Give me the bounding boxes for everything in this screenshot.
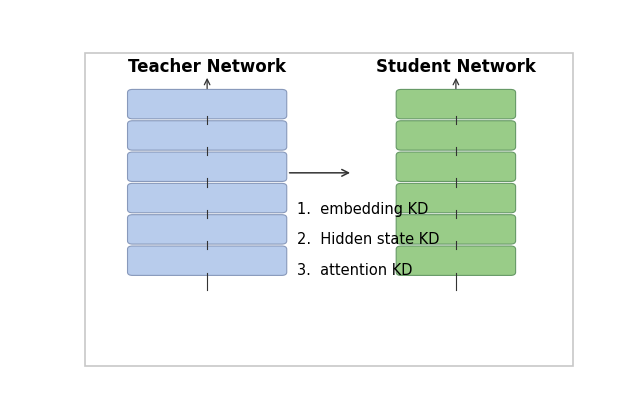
FancyBboxPatch shape (85, 53, 573, 366)
FancyBboxPatch shape (128, 183, 287, 213)
Text: 1.  embedding KD: 1. embedding KD (297, 202, 428, 217)
FancyBboxPatch shape (128, 152, 287, 181)
FancyBboxPatch shape (396, 215, 516, 244)
Text: Student Network: Student Network (376, 59, 536, 76)
FancyBboxPatch shape (396, 152, 516, 181)
FancyBboxPatch shape (128, 246, 287, 276)
Text: Teacher Network: Teacher Network (128, 59, 286, 76)
FancyBboxPatch shape (128, 89, 287, 119)
Text: 3.  attention KD: 3. attention KD (297, 263, 412, 278)
FancyBboxPatch shape (396, 246, 516, 276)
Text: 2.  Hidden state KD: 2. Hidden state KD (297, 232, 439, 247)
FancyBboxPatch shape (128, 215, 287, 244)
FancyBboxPatch shape (396, 183, 516, 213)
FancyBboxPatch shape (396, 121, 516, 150)
FancyBboxPatch shape (128, 121, 287, 150)
FancyBboxPatch shape (396, 89, 516, 119)
